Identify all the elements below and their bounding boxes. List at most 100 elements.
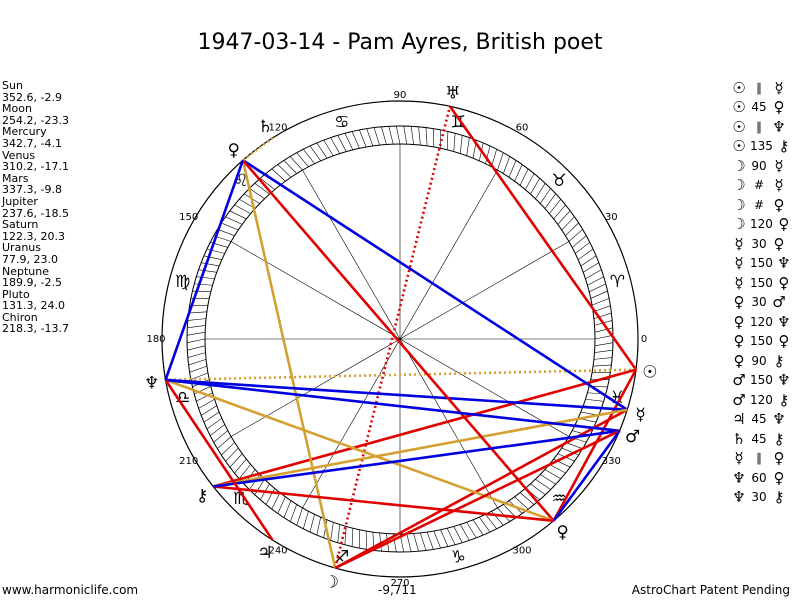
spoke-line: [230, 338, 401, 437]
degree-tick: [194, 385, 211, 395]
aspect-planet-glyph: ♀: [773, 98, 785, 117]
aspect-planet-glyph: ☉: [732, 98, 746, 117]
aspect-type: 90: [751, 353, 767, 368]
zodiac-sign-icon: ♓: [610, 388, 625, 408]
degree-tick: [577, 248, 594, 260]
aspect-planet-glyph: ♃: [732, 410, 746, 429]
degree-tick: [344, 526, 347, 545]
aspect-planet-glyph: ☽: [732, 215, 746, 234]
position-name: Venus: [2, 148, 36, 162]
aspect-planet-glyph: ☿: [734, 273, 744, 292]
planet-glyph-icon: ♂: [625, 427, 640, 447]
aspect-row: ♀ 90 ⚷: [732, 351, 798, 371]
aspect-type: 135: [750, 139, 773, 154]
aspect-planet-glyph: ♆: [772, 117, 786, 136]
aspect-type: ∥: [756, 80, 762, 95]
aspect-planet-glyph: ♀: [773, 468, 785, 487]
planet-glyph-icon: ♄: [258, 117, 273, 137]
spoke-line: [230, 241, 401, 340]
degree-tick: [561, 216, 575, 231]
degree-tick: [583, 262, 600, 273]
spoke-line: [399, 241, 570, 340]
aspect-planet-glyph: ☿: [774, 78, 784, 97]
degree-tick: [188, 359, 207, 366]
aspect-row: ☽ # ☿: [732, 176, 798, 196]
aspect-planet-glyph: ♄: [732, 429, 746, 448]
degree-tick: [425, 127, 428, 146]
aspect-row: ♃ 45 ♆: [732, 410, 798, 430]
degree-tick: [440, 529, 449, 547]
degree-tick: [206, 248, 225, 254]
degree-tick: [535, 479, 551, 490]
position-value: 337.3, -9.8: [2, 183, 62, 197]
degree-tick: [192, 290, 211, 293]
aspect-planet-glyph: ☽: [732, 156, 746, 175]
aspect-row: ☉ ∥ ☿: [732, 78, 798, 98]
degree-tick: [418, 126, 421, 146]
degree-tick: [234, 458, 247, 474]
aspect-type: ∥: [756, 451, 762, 466]
degree-tick: [388, 126, 394, 145]
aspect-line: [164, 159, 245, 381]
aspect-row: ☽ # ♀: [732, 195, 798, 215]
position-name: Mars: [2, 171, 29, 185]
degree-tick: [530, 178, 540, 195]
degree-tick: [187, 325, 206, 329]
degree-tick: [198, 269, 217, 273]
degree-tick: [453, 133, 456, 152]
aspect-line: [334, 408, 628, 570]
degree-tick: [519, 168, 529, 186]
degree-tick: [323, 139, 334, 156]
position-value: 77.9, 23.0: [2, 252, 58, 266]
position-value: 189.9, -2.5: [2, 276, 62, 290]
degree-label: 90: [394, 90, 407, 101]
position-name: Moon: [2, 102, 32, 116]
aspect-line: [213, 429, 620, 488]
aspect-planet-glyph: ☉: [732, 117, 746, 136]
zodiac-sign-icon: ♏: [233, 489, 248, 509]
aspect-planet-glyph: ⚷: [778, 390, 790, 409]
degree-tick: [525, 173, 535, 190]
degree-tick: [330, 137, 341, 154]
degree-tick: [359, 129, 367, 148]
position-name: Chiron: [2, 310, 38, 324]
position-value: 218.3, -13.7: [2, 322, 69, 336]
degree-tick: [234, 204, 251, 214]
degree-tick: [508, 160, 517, 178]
degree-label: 210: [179, 456, 198, 467]
degree-tick: [544, 469, 561, 479]
degree-tick: [519, 492, 535, 505]
aspect-line: [334, 429, 621, 570]
aspect-row: ♄ 45 ⚷: [732, 429, 798, 449]
degree-label: 180: [146, 334, 165, 345]
degree-tick: [589, 283, 606, 293]
degree-label: 60: [516, 123, 529, 134]
degree-tick: [203, 411, 220, 423]
degree-tick: [568, 229, 583, 242]
aspect-row: ♀ 30 ♂: [732, 293, 798, 313]
degree-tick: [381, 126, 387, 145]
aspect-planet-glyph: ♂: [772, 293, 786, 312]
planet-glyph-icon: ☿: [635, 405, 645, 425]
degree-tick: [365, 531, 367, 550]
aspect-row: ☿ 150 ♆: [732, 254, 798, 274]
footer-website-link[interactable]: www.harmoniclife.com: [2, 583, 139, 597]
aspect-planet-glyph: ⚷: [773, 429, 785, 448]
aspect-line: [165, 368, 637, 382]
aspect-line: [242, 136, 274, 162]
aspect-line: [165, 378, 555, 523]
aspect-planet-glyph: ☿: [734, 234, 744, 253]
degree-tick: [330, 522, 334, 541]
footer-patent-note: AstroChart Patent Pending: [631, 583, 790, 597]
degree-tick: [260, 178, 275, 190]
aspect-type: 45: [751, 100, 767, 115]
zodiac-sign-icon: ♉: [551, 171, 566, 191]
degree-tick: [225, 216, 243, 225]
aspect-planet-glyph: ☉: [732, 137, 746, 156]
aspect-type: 30: [751, 236, 767, 251]
degree-label: 0: [641, 334, 647, 345]
degree-tick: [366, 128, 374, 146]
planet-glyph-icon: ☉: [642, 362, 657, 382]
aspect-type: #: [753, 197, 765, 212]
spoke-line: [399, 338, 498, 509]
